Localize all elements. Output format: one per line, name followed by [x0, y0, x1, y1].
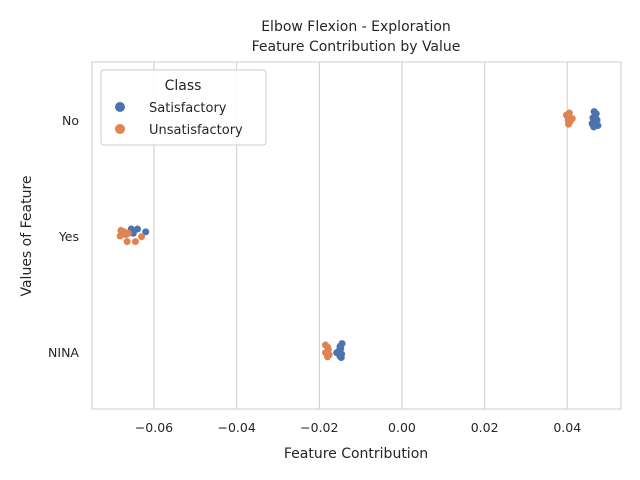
x-tick-label: −0.04	[217, 420, 255, 435]
legend-title: Class	[165, 78, 202, 94]
x-tick-label: 0.00	[388, 420, 416, 435]
legend-marker-unsatisfactory	[115, 124, 125, 134]
y-tick-label-nina: NINA	[48, 345, 79, 360]
point-satisfactory-no	[589, 121, 597, 129]
legend-label-unsatisfactory: Unsatisfactory	[149, 123, 243, 138]
x-axis-label: Feature Contribution	[284, 446, 428, 462]
data-points	[116, 108, 602, 362]
point-unsatisfactory-nina	[324, 353, 332, 361]
chart-title-line2: Feature Contribution by Value	[252, 39, 461, 55]
point-satisfactory-no	[592, 115, 600, 123]
point-unsatisfactory-yes	[123, 238, 131, 246]
plot-frame	[91, 61, 622, 410]
point-satisfactory-yes	[129, 229, 137, 237]
point-unsatisfactory-yes	[116, 232, 124, 240]
x-tick-label: −0.06	[135, 420, 173, 435]
x-tick-label: 0.02	[471, 420, 499, 435]
y-ticks: No Yes NINA	[48, 113, 79, 360]
legend-label-satisfactory: Satisfactory	[149, 101, 227, 116]
point-satisfactory-nina	[337, 354, 345, 362]
point-unsatisfactory-no	[565, 120, 573, 128]
y-tick-label-no: No	[62, 113, 79, 128]
point-unsatisfactory-yes	[131, 238, 139, 246]
y-tick-label-yes: Yes	[58, 229, 79, 244]
chart-title-line1: Elbow Flexion - Exploration	[261, 19, 451, 35]
point-unsatisfactory-yes	[122, 231, 130, 239]
y-axis-label: Values of Feature	[19, 175, 35, 296]
point-satisfactory-yes	[142, 228, 150, 236]
legend-marker-satisfactory	[115, 102, 125, 112]
x-tick-label: −0.02	[300, 420, 338, 435]
legend: Class Satisfactory Unsatisfactory	[100, 69, 267, 146]
x-ticks: −0.06 −0.04 −0.02 0.00 0.02 0.04	[135, 420, 581, 435]
point-unsatisfactory-yes	[138, 233, 146, 241]
x-tick-label: 0.04	[553, 420, 581, 435]
legend-frame	[100, 69, 267, 146]
